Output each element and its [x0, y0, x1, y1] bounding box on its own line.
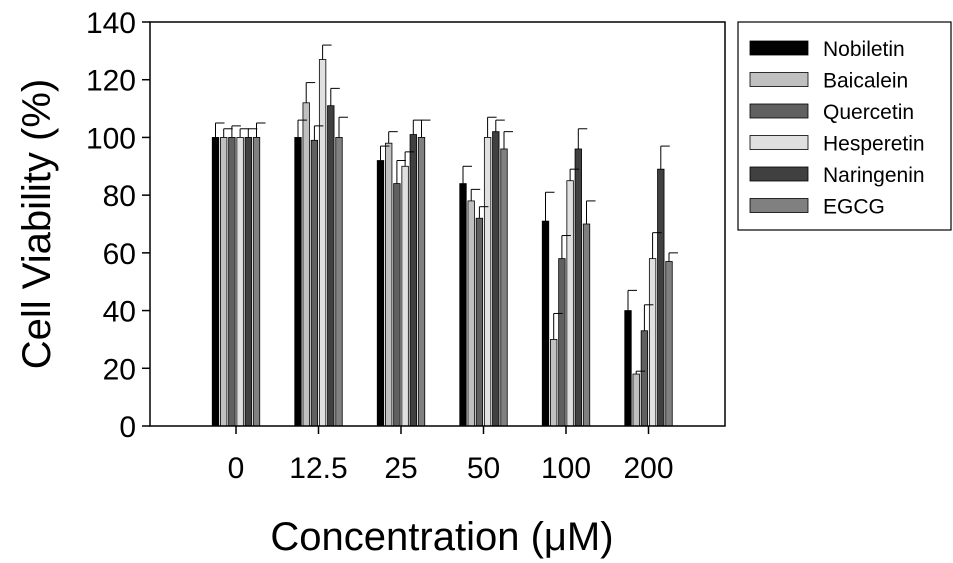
- error-bars-layer: [215, 44, 678, 375]
- bar-egcg-0: [252, 137, 261, 427]
- y-tick-label: 140: [86, 7, 136, 40]
- legend-swatch-naringenin: [749, 166, 809, 182]
- bar-naringenin-25: [409, 134, 417, 427]
- bar-hesperetin-100: [566, 180, 574, 427]
- y-tick-label: 120: [86, 65, 136, 98]
- x-tick-label: 0: [228, 452, 245, 485]
- bar-egcg-25: [417, 137, 426, 427]
- bar-nobiletin-100: [541, 220, 550, 427]
- bar-nobiletin-50: [459, 183, 467, 427]
- bar-naringenin-100: [574, 148, 582, 427]
- bar-naringenin-12.5: [327, 105, 335, 427]
- bar-hesperetin-0: [236, 137, 244, 427]
- x-tick-label: 100: [541, 452, 591, 485]
- y-axis-label: Cell Viability (%): [15, 79, 59, 369]
- bar-baicalein-12.5: [302, 102, 310, 427]
- bar-hesperetin-12.5: [318, 59, 327, 427]
- legend-box: [737, 21, 952, 231]
- bar-baicalein-100: [550, 339, 558, 427]
- bar-baicalein-25: [385, 142, 393, 427]
- bar-hesperetin-200: [648, 258, 657, 427]
- bar-baicalein-200: [632, 373, 640, 427]
- bar-egcg-100: [582, 223, 591, 427]
- x-tick-label: 200: [623, 452, 673, 485]
- x-axis: 0 12.5 25 50 100 200: [228, 426, 674, 485]
- legend-label-nobiletin: Nobiletin: [823, 38, 905, 61]
- bar-naringenin-50: [492, 131, 500, 427]
- legend: Nobiletin Baicalein Quercetin Hesperetin Nar…: [737, 21, 952, 231]
- bar-egcg-50: [500, 148, 508, 427]
- bar-egcg-200: [665, 261, 673, 427]
- x-axis-label: Concentration (μM): [270, 515, 613, 559]
- legend-swatch-baicalein: [749, 72, 809, 87]
- bar-nobiletin-25: [376, 160, 385, 427]
- bar-quercetin-100: [558, 258, 566, 427]
- bar-egcg-12.5: [335, 137, 343, 427]
- legend-label-hesperetin: Hesperetin: [823, 133, 925, 156]
- y-tick-label: 100: [86, 122, 136, 155]
- bar-quercetin-200: [640, 330, 649, 427]
- bar-nobiletin-200: [624, 310, 632, 427]
- y-tick-label: 20: [103, 353, 136, 386]
- bar-nobiletin-12.5: [294, 137, 302, 427]
- legend-label-quercetin: Quercetin: [823, 101, 914, 124]
- y-tick-label: 40: [103, 296, 136, 329]
- bar-quercetin-12.5: [310, 139, 319, 427]
- legend-swatch-egcg: [749, 198, 809, 213]
- legend-swatch-hesperetin: [749, 135, 809, 150]
- legend-label-baicalein: Baicalein: [823, 70, 908, 93]
- y-tick-label: 80: [103, 180, 136, 213]
- y-tick-label: 60: [103, 238, 136, 271]
- bar-hesperetin-50: [483, 137, 492, 427]
- y-axis: 0 20 40 60 80 100 120 140: [86, 7, 150, 444]
- bars-layer: [211, 59, 673, 427]
- bar-naringenin-0: [244, 137, 252, 427]
- bar-baicalein-50: [467, 200, 475, 427]
- legend-label-naringenin: Naringenin: [823, 164, 925, 187]
- bar-quercetin-25: [393, 183, 401, 427]
- legend-swatch-quercetin: [749, 103, 809, 119]
- x-tick-label: 25: [384, 452, 417, 485]
- bar-hesperetin-25: [401, 165, 409, 427]
- bar-baicalein-0: [220, 137, 228, 427]
- legend-label-egcg: EGCG: [823, 196, 885, 219]
- bar-naringenin-200: [657, 168, 665, 427]
- x-tick-label: 12.5: [289, 452, 347, 485]
- plot-area-frame: [149, 21, 726, 427]
- legend-swatch-nobiletin: [749, 40, 809, 56]
- x-tick-label: 50: [467, 452, 500, 485]
- bar-quercetin-0: [228, 137, 236, 427]
- bar-nobiletin-0: [211, 137, 220, 427]
- bar-quercetin-50: [475, 217, 484, 427]
- y-tick-label: 0: [119, 411, 136, 444]
